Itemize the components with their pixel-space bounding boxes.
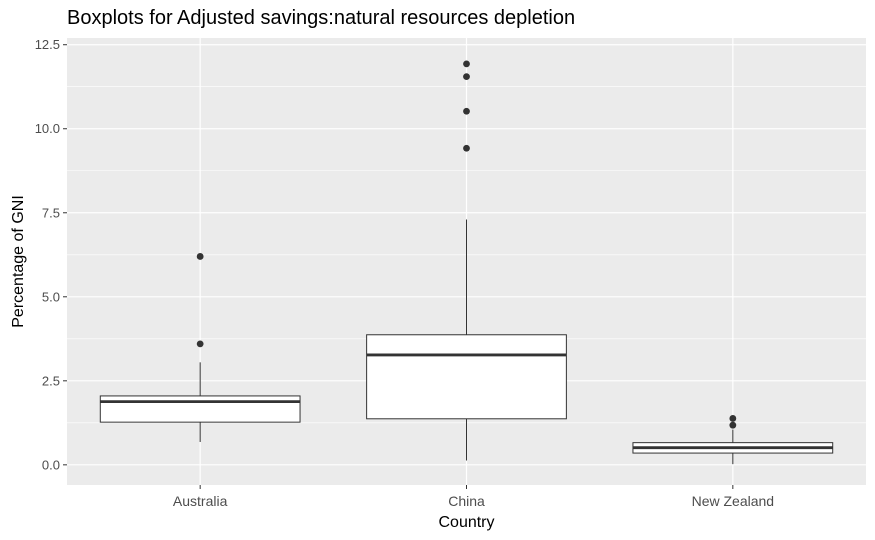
outlier-point (196, 340, 204, 348)
box-new-zealand (632, 415, 834, 465)
y-axis-title: Percentage of GNI (10, 195, 27, 328)
y-tick-label: 7.5 (42, 205, 60, 220)
y-tick-label: 5.0 (42, 289, 60, 304)
box-iqr (99, 395, 301, 423)
outlier-point (729, 421, 737, 429)
y-tick-label: 10.0 (35, 121, 60, 136)
y-axis: 0.0 2.5 5.0 7.5 10.0 12.5 (35, 37, 67, 472)
outlier-point (196, 253, 204, 260)
outlier-point (729, 415, 737, 422)
outlier-point (463, 144, 470, 152)
x-tick-label: China (448, 493, 485, 509)
box-china (366, 60, 567, 461)
y-tick-label: 12.5 (35, 37, 60, 52)
chart-title: Boxplots for Adjusted savings:natural re… (67, 7, 576, 29)
y-tick-label: 0.0 (42, 457, 60, 472)
boxes (99, 60, 834, 465)
y-tick-label: 2.5 (42, 373, 60, 388)
box-australia (99, 253, 301, 442)
outlier-point (463, 107, 470, 115)
x-axis: Australia China New Zealand (173, 485, 774, 509)
x-tick-label: New Zealand (692, 493, 775, 509)
box-iqr (366, 334, 567, 420)
outlier-point (463, 60, 470, 68)
x-axis-title: Country (438, 514, 494, 531)
outlier-point (463, 73, 470, 81)
x-tick-label: Australia (173, 493, 228, 509)
